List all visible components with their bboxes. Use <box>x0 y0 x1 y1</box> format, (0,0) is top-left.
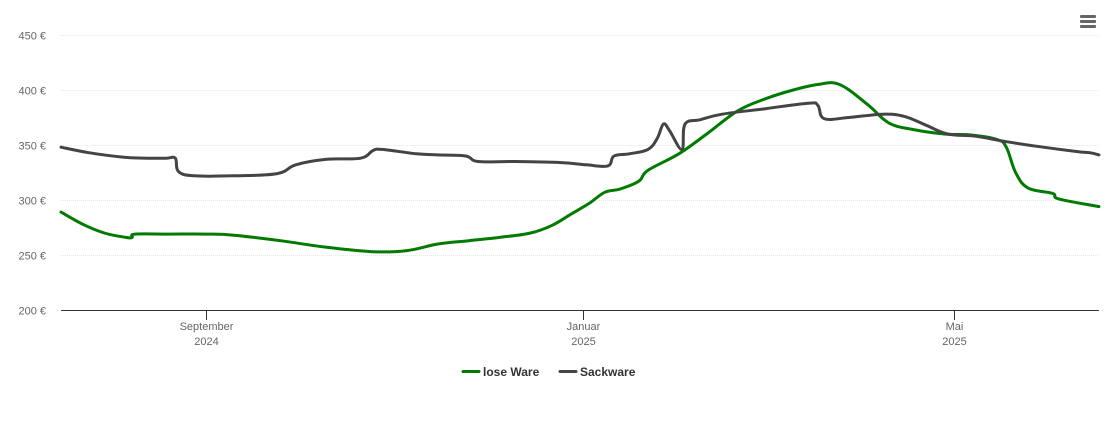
series-line-lose-ware[interactable] <box>59 81 1101 254</box>
x-axis: September 2024 Januar 2025 Mai 2025 <box>61 310 1099 348</box>
y-tick-label: 450 € <box>18 31 46 43</box>
x-tick-label: Januar <box>567 321 601 333</box>
legend-item[interactable]: Sackware <box>558 365 636 379</box>
y-tick-label: 200 € <box>18 306 46 318</box>
legend: lose Ware Sackware <box>461 365 636 379</box>
y-tick-label: 250 € <box>18 251 46 263</box>
x-tick-sublabel: 2025 <box>571 336 595 348</box>
hamburger-menu-icon[interactable] <box>1075 10 1101 34</box>
x-tick-label: September <box>180 321 234 333</box>
legend-label: Sackware <box>580 365 636 379</box>
series-lines <box>59 81 1101 254</box>
grid-lines <box>61 35 1099 256</box>
y-axis: 200 € 250 € 300 € 350 € 400 € 450 € <box>18 31 46 318</box>
series-line-sackware[interactable] <box>59 101 1101 178</box>
legend-label: lose Ware <box>483 365 540 379</box>
y-tick-label: 350 € <box>18 141 46 153</box>
legend-item[interactable]: lose Ware <box>461 365 540 379</box>
y-tick-label: 400 € <box>18 86 46 98</box>
y-tick-label: 300 € <box>18 196 46 208</box>
x-tick-sublabel: 2024 <box>194 336 218 348</box>
x-tick-label: Mai <box>946 321 964 333</box>
x-tick-sublabel: 2025 <box>942 336 966 348</box>
